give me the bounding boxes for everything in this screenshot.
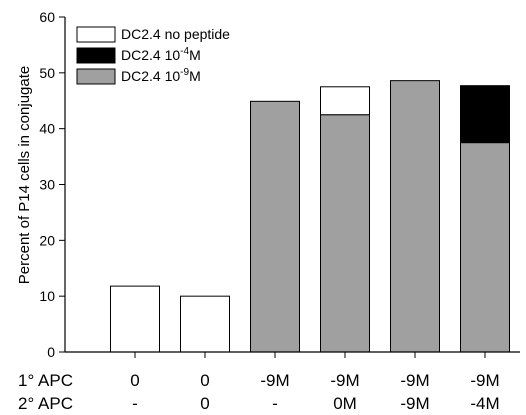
x-secondary-label: - (132, 394, 138, 413)
bar-segment (460, 142, 510, 353)
y-tick-label: 30 (39, 177, 55, 193)
legend-swatch (76, 26, 116, 43)
x-primary-label: -9M (330, 371, 359, 390)
x-secondary-label: -9M (400, 394, 429, 413)
legend-label: DC2.4 10-9M (121, 67, 201, 84)
y-axis-label: Percent of P14 cells in conjugate (16, 66, 33, 284)
x-row-label: 2° APC (18, 394, 73, 413)
legend: DC2.4 no peptide DC2.4 10-4M DC2.4 10-9M (76, 26, 230, 85)
bar-segment (320, 86, 370, 116)
y-tick-label: 50 (39, 65, 55, 81)
x-primary-label: 0 (200, 371, 209, 390)
x-primary-label: -9M (470, 371, 499, 390)
y-tick-label: 20 (39, 232, 55, 248)
y-tick-label: 40 (39, 121, 55, 137)
bar-segment (320, 114, 370, 353)
legend-label: DC2.4 no peptide (121, 26, 230, 42)
bar-segment (460, 85, 510, 144)
bar-segment (110, 285, 160, 353)
legend-swatch (76, 68, 116, 85)
x-secondary-label: 0 (200, 394, 209, 413)
axes-layer: 0 10 20 30 40 50 60 (39, 9, 520, 360)
x-secondary-label: -4M (470, 394, 499, 413)
legend-swatch (76, 47, 116, 64)
x-secondary-label: 0M (333, 394, 357, 413)
bar-segment (180, 295, 230, 353)
y-tick-label: 60 (39, 9, 55, 25)
x-primary-label: -9M (400, 371, 429, 390)
bars-layer (110, 80, 510, 353)
x-secondary-label: - (272, 394, 278, 413)
bar-segment (390, 80, 440, 353)
x-primary-label: 0 (130, 371, 139, 390)
legend-label: DC2.4 10-4M (121, 46, 201, 63)
y-tick-label: 0 (47, 344, 55, 360)
y-tick-label: 10 (39, 288, 55, 304)
bar-segment (250, 100, 300, 353)
x-category-labels: 1° APC 2° APC 0 - 0 0 -9M - -9M 0M -9M -9M -9M -4M (18, 371, 500, 413)
x-row-label: 1° APC (18, 371, 73, 390)
x-primary-label: -9M (260, 371, 289, 390)
